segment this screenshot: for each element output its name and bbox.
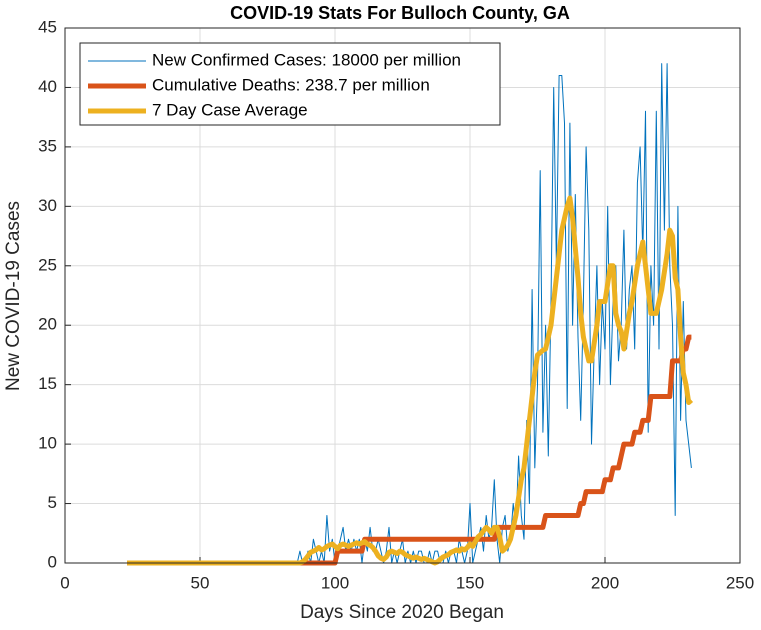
y-tick-label: 15 xyxy=(38,374,57,393)
x-tick-label: 250 xyxy=(726,573,754,592)
y-axis-label: New COVID-19 Cases xyxy=(3,201,24,391)
legend-label: Cumulative Deaths: 238.7 per million xyxy=(152,75,430,94)
x-tick-label: 200 xyxy=(591,573,619,592)
y-tick-label: 5 xyxy=(48,493,57,512)
x-tick-label: 0 xyxy=(60,573,69,592)
legend: New Confirmed Cases: 18000 per million Cu… xyxy=(79,42,501,126)
y-tick-label: 40 xyxy=(38,77,57,96)
legend-label: 7 Day Case Average xyxy=(152,100,308,119)
y-tick-label: 45 xyxy=(38,17,57,36)
legend-box xyxy=(79,42,501,126)
y-tick-label: 35 xyxy=(38,136,57,155)
legend-label: New Confirmed Cases: 18000 per million xyxy=(152,50,461,69)
x-tick-label: 50 xyxy=(191,573,210,592)
chart-title: COVID-19 Stats For Bulloch County, GA xyxy=(230,3,570,23)
y-tick-label: 10 xyxy=(38,434,57,453)
axes-box xyxy=(64,27,741,564)
y-tick-label: 30 xyxy=(38,196,57,215)
x-tick-label: 150 xyxy=(456,573,484,592)
x-axis-label: Days Since 2020 Began xyxy=(300,602,504,623)
y-tick-label: 25 xyxy=(38,255,57,274)
y-tick-label: 20 xyxy=(38,315,57,334)
y-tick-label: 0 xyxy=(48,552,57,571)
x-tick-label: 100 xyxy=(321,573,349,592)
